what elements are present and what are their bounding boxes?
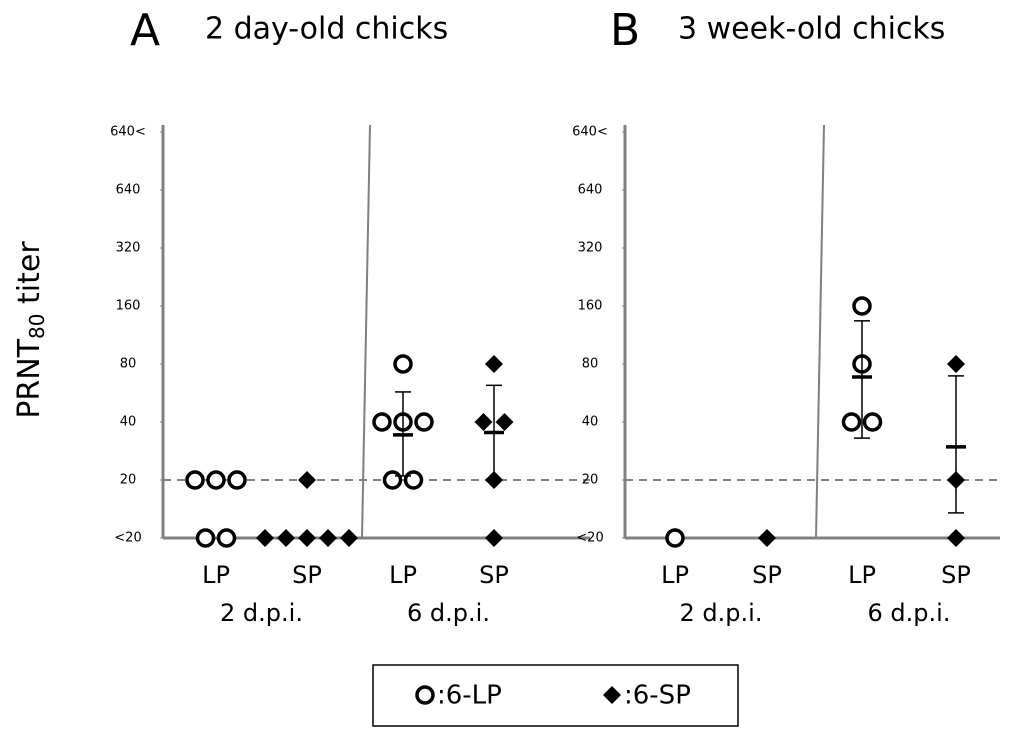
circle-point <box>185 470 205 490</box>
diamond-point <box>474 413 493 431</box>
legend-label: :6-SP <box>624 681 691 711</box>
circle-point <box>665 528 685 548</box>
divider <box>361 124 371 539</box>
y-tick-label: 40 <box>120 415 137 430</box>
circle-point <box>227 470 247 490</box>
diamond-point <box>298 471 316 489</box>
circle-point <box>852 296 872 316</box>
diamond-point <box>947 529 965 547</box>
group-label: 2 d.p.i. <box>680 599 763 627</box>
circle-point <box>414 412 434 432</box>
category-label: SP <box>941 561 971 589</box>
y-tick-label: 160 <box>116 299 141 314</box>
category-label: SP <box>479 561 509 589</box>
circle-point <box>403 470 424 490</box>
y-tick-label: 320 <box>578 241 603 256</box>
divider <box>815 124 825 539</box>
diamond-point <box>495 413 514 431</box>
y-tick-label: 40 <box>582 415 599 430</box>
y-tick-label: 320 <box>116 241 141 256</box>
circle-point <box>206 470 226 490</box>
panel-label: A <box>130 5 160 56</box>
y-tick-label: 80 <box>582 357 599 372</box>
circle-point <box>415 685 435 705</box>
y-tick-label: 640< <box>572 125 608 140</box>
panel-label: B <box>610 5 640 56</box>
circle-point <box>216 528 237 548</box>
category-label: LP <box>389 561 417 589</box>
diamond-point <box>340 529 358 547</box>
category-label: SP <box>752 561 782 589</box>
group-label: 6 d.p.i. <box>868 599 951 627</box>
category-label: SP <box>292 561 322 589</box>
diamond-point <box>603 686 621 704</box>
y-tick-label: 80 <box>120 357 137 372</box>
y-axis-label: PRNT80 titer <box>12 241 49 419</box>
y-label-main: PRNT <box>12 338 47 418</box>
y-tick-label: 20 <box>582 473 599 488</box>
diamond-point <box>298 529 316 547</box>
y-label-sub: 80 <box>25 314 49 339</box>
y-tick-label: 20 <box>120 473 137 488</box>
y-tick-label: 640 <box>578 183 603 198</box>
circle-point <box>393 354 413 374</box>
panel-title: 2 day-old chicks <box>205 12 448 47</box>
diamond-point <box>277 529 295 547</box>
y-tick-label: <20 <box>114 531 141 546</box>
group-label: 6 d.p.i. <box>407 599 490 627</box>
circle-point <box>862 412 883 432</box>
diamond-point <box>485 529 503 547</box>
circle-point <box>841 412 862 432</box>
diamond-point <box>758 529 776 547</box>
y-tick-label: 640< <box>110 125 146 140</box>
diamond-point <box>256 529 274 547</box>
y-tick-label: 640 <box>116 183 141 198</box>
diamond-point <box>319 529 337 547</box>
diamond-point <box>485 355 503 373</box>
circle-point <box>372 412 392 432</box>
legend-box <box>372 664 739 727</box>
circle-point <box>195 528 216 548</box>
diamond-point <box>947 355 965 373</box>
legend-label: :6-LP <box>437 681 502 711</box>
panel-title: 3 week-old chicks <box>678 12 945 47</box>
y-label-rest: titer <box>12 241 47 314</box>
group-label: 2 d.p.i. <box>220 599 303 627</box>
y-tick-label: <20 <box>576 531 603 546</box>
category-label: LP <box>848 561 876 589</box>
circle-point <box>382 470 403 490</box>
category-label: LP <box>661 561 689 589</box>
category-label: LP <box>202 561 230 589</box>
y-tick-label: 160 <box>578 299 603 314</box>
